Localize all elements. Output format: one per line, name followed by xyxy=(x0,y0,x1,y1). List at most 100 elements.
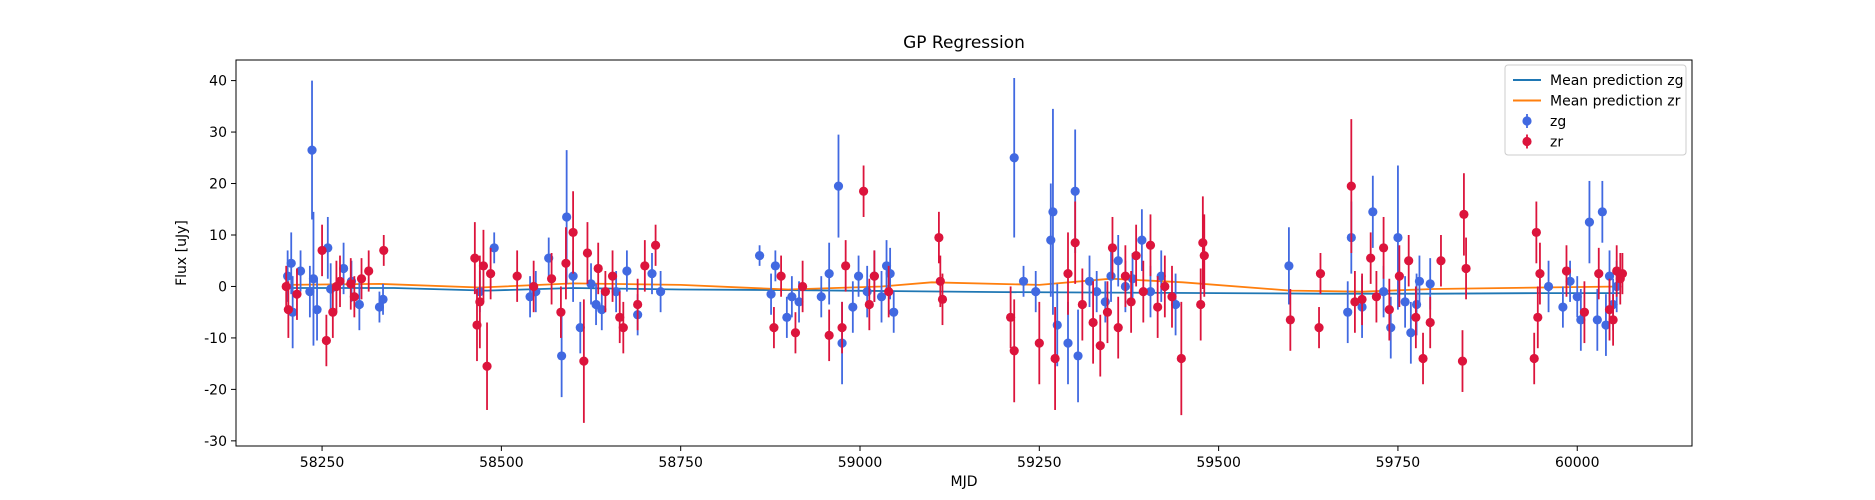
point-zr xyxy=(593,242,603,295)
point-zg xyxy=(766,273,776,315)
y-tick-label: -20 xyxy=(204,382,227,398)
point-zg xyxy=(862,265,872,318)
point-zg xyxy=(1170,273,1181,336)
point-zg xyxy=(1137,209,1147,272)
point-zg xyxy=(1565,260,1575,302)
x-tick-label: 59750 xyxy=(1376,455,1421,471)
legend: Mean prediction zg Mean prediction zr zg zr xyxy=(1504,64,1687,156)
point-zr xyxy=(618,301,628,354)
point-zr xyxy=(482,322,492,410)
point-zr xyxy=(1153,276,1163,338)
point-zr xyxy=(568,191,578,274)
point-zg xyxy=(307,80,317,220)
point-zr xyxy=(1006,286,1016,349)
point-zg xyxy=(647,253,657,295)
point-zg xyxy=(1113,234,1123,287)
point-zr xyxy=(561,227,571,300)
point-zg xyxy=(787,276,797,318)
point-zr xyxy=(349,276,359,318)
point-zg xyxy=(833,134,844,238)
point-zg xyxy=(308,211,319,346)
point-zg xyxy=(853,255,864,297)
legend-entry: Mean prediction zg xyxy=(1513,73,1684,89)
point-zg xyxy=(354,278,364,331)
point-zr xyxy=(1198,196,1208,290)
point-zg xyxy=(1052,283,1062,367)
y-tick-label: 40 xyxy=(209,74,227,90)
chart-title: GP Regression xyxy=(903,33,1025,53)
point-zg xyxy=(1400,276,1410,328)
y-tick-label: -10 xyxy=(204,331,227,347)
point-zr xyxy=(1350,271,1360,333)
y-tick-label: 30 xyxy=(209,125,227,141)
point-zr xyxy=(1063,232,1073,315)
point-zr xyxy=(470,222,480,295)
point-zr xyxy=(1314,307,1324,349)
point-zr xyxy=(1131,224,1141,287)
point-zg xyxy=(1414,255,1425,308)
point-zr xyxy=(379,234,389,266)
x-tick-label: 59000 xyxy=(838,455,883,471)
point-zg xyxy=(770,250,780,282)
point-zr xyxy=(1145,214,1156,277)
point-zr xyxy=(1120,245,1130,308)
point-zr xyxy=(1050,307,1060,410)
point-zg xyxy=(1601,294,1611,356)
legend-entry: zg xyxy=(1522,114,1566,130)
legend-entry: zr xyxy=(1522,134,1563,151)
x-tick-label: 59500 xyxy=(1196,455,1241,471)
point-zr xyxy=(884,265,894,318)
legend-label: zg xyxy=(1550,114,1566,130)
point-zg xyxy=(889,291,899,333)
point-zg xyxy=(295,250,306,292)
y-axis-label: Flux [uJy] xyxy=(174,220,190,286)
point-zr xyxy=(1138,260,1148,323)
axes: 58250 58500 58750 59000 59250 59500 59750 60000… xyxy=(204,74,1599,471)
point-zg xyxy=(312,278,322,341)
point-zr xyxy=(1561,245,1572,297)
point-zg xyxy=(754,245,765,266)
point-zr xyxy=(1088,281,1098,364)
point-zg xyxy=(1009,78,1019,238)
point-zr xyxy=(1077,268,1087,341)
point-zg xyxy=(1558,286,1568,328)
y-tick-label: 10 xyxy=(209,228,227,244)
point-zr xyxy=(1604,278,1615,341)
point-zr xyxy=(1315,253,1326,295)
point-zr xyxy=(640,240,650,292)
point-zr xyxy=(582,222,593,284)
point-zr xyxy=(346,258,356,310)
legend-marker xyxy=(1522,116,1532,126)
point-zr xyxy=(1113,296,1123,359)
point-zg xyxy=(1597,180,1607,243)
point-zr xyxy=(1126,271,1136,333)
point-zg xyxy=(656,271,666,313)
point-zr xyxy=(546,253,557,305)
point-zr xyxy=(1095,314,1105,377)
point-zg xyxy=(338,242,349,295)
point-zg xyxy=(1073,309,1083,403)
point-zr xyxy=(1608,294,1618,346)
point-zg xyxy=(1543,260,1554,313)
point-zg xyxy=(1018,265,1029,297)
x-axis-label: MJD xyxy=(951,474,978,490)
point-zr xyxy=(1394,245,1404,308)
legend-box xyxy=(1504,64,1687,156)
legend-marker xyxy=(1522,136,1532,147)
point-zg xyxy=(1393,165,1403,310)
point-zr xyxy=(1425,296,1435,349)
point-zr xyxy=(1346,119,1356,253)
point-zg xyxy=(531,271,541,313)
y-tick-label: 20 xyxy=(209,177,227,193)
point-zr xyxy=(1411,286,1421,349)
point-zr xyxy=(486,247,496,300)
point-zr xyxy=(790,312,801,354)
point-zr xyxy=(824,309,834,362)
point-zr xyxy=(475,255,485,349)
point-zr xyxy=(1459,173,1469,256)
point-zr xyxy=(321,314,331,367)
point-zr xyxy=(1617,253,1628,295)
point-zg xyxy=(1048,108,1058,315)
point-zr xyxy=(512,250,522,302)
point-zr xyxy=(292,268,302,320)
